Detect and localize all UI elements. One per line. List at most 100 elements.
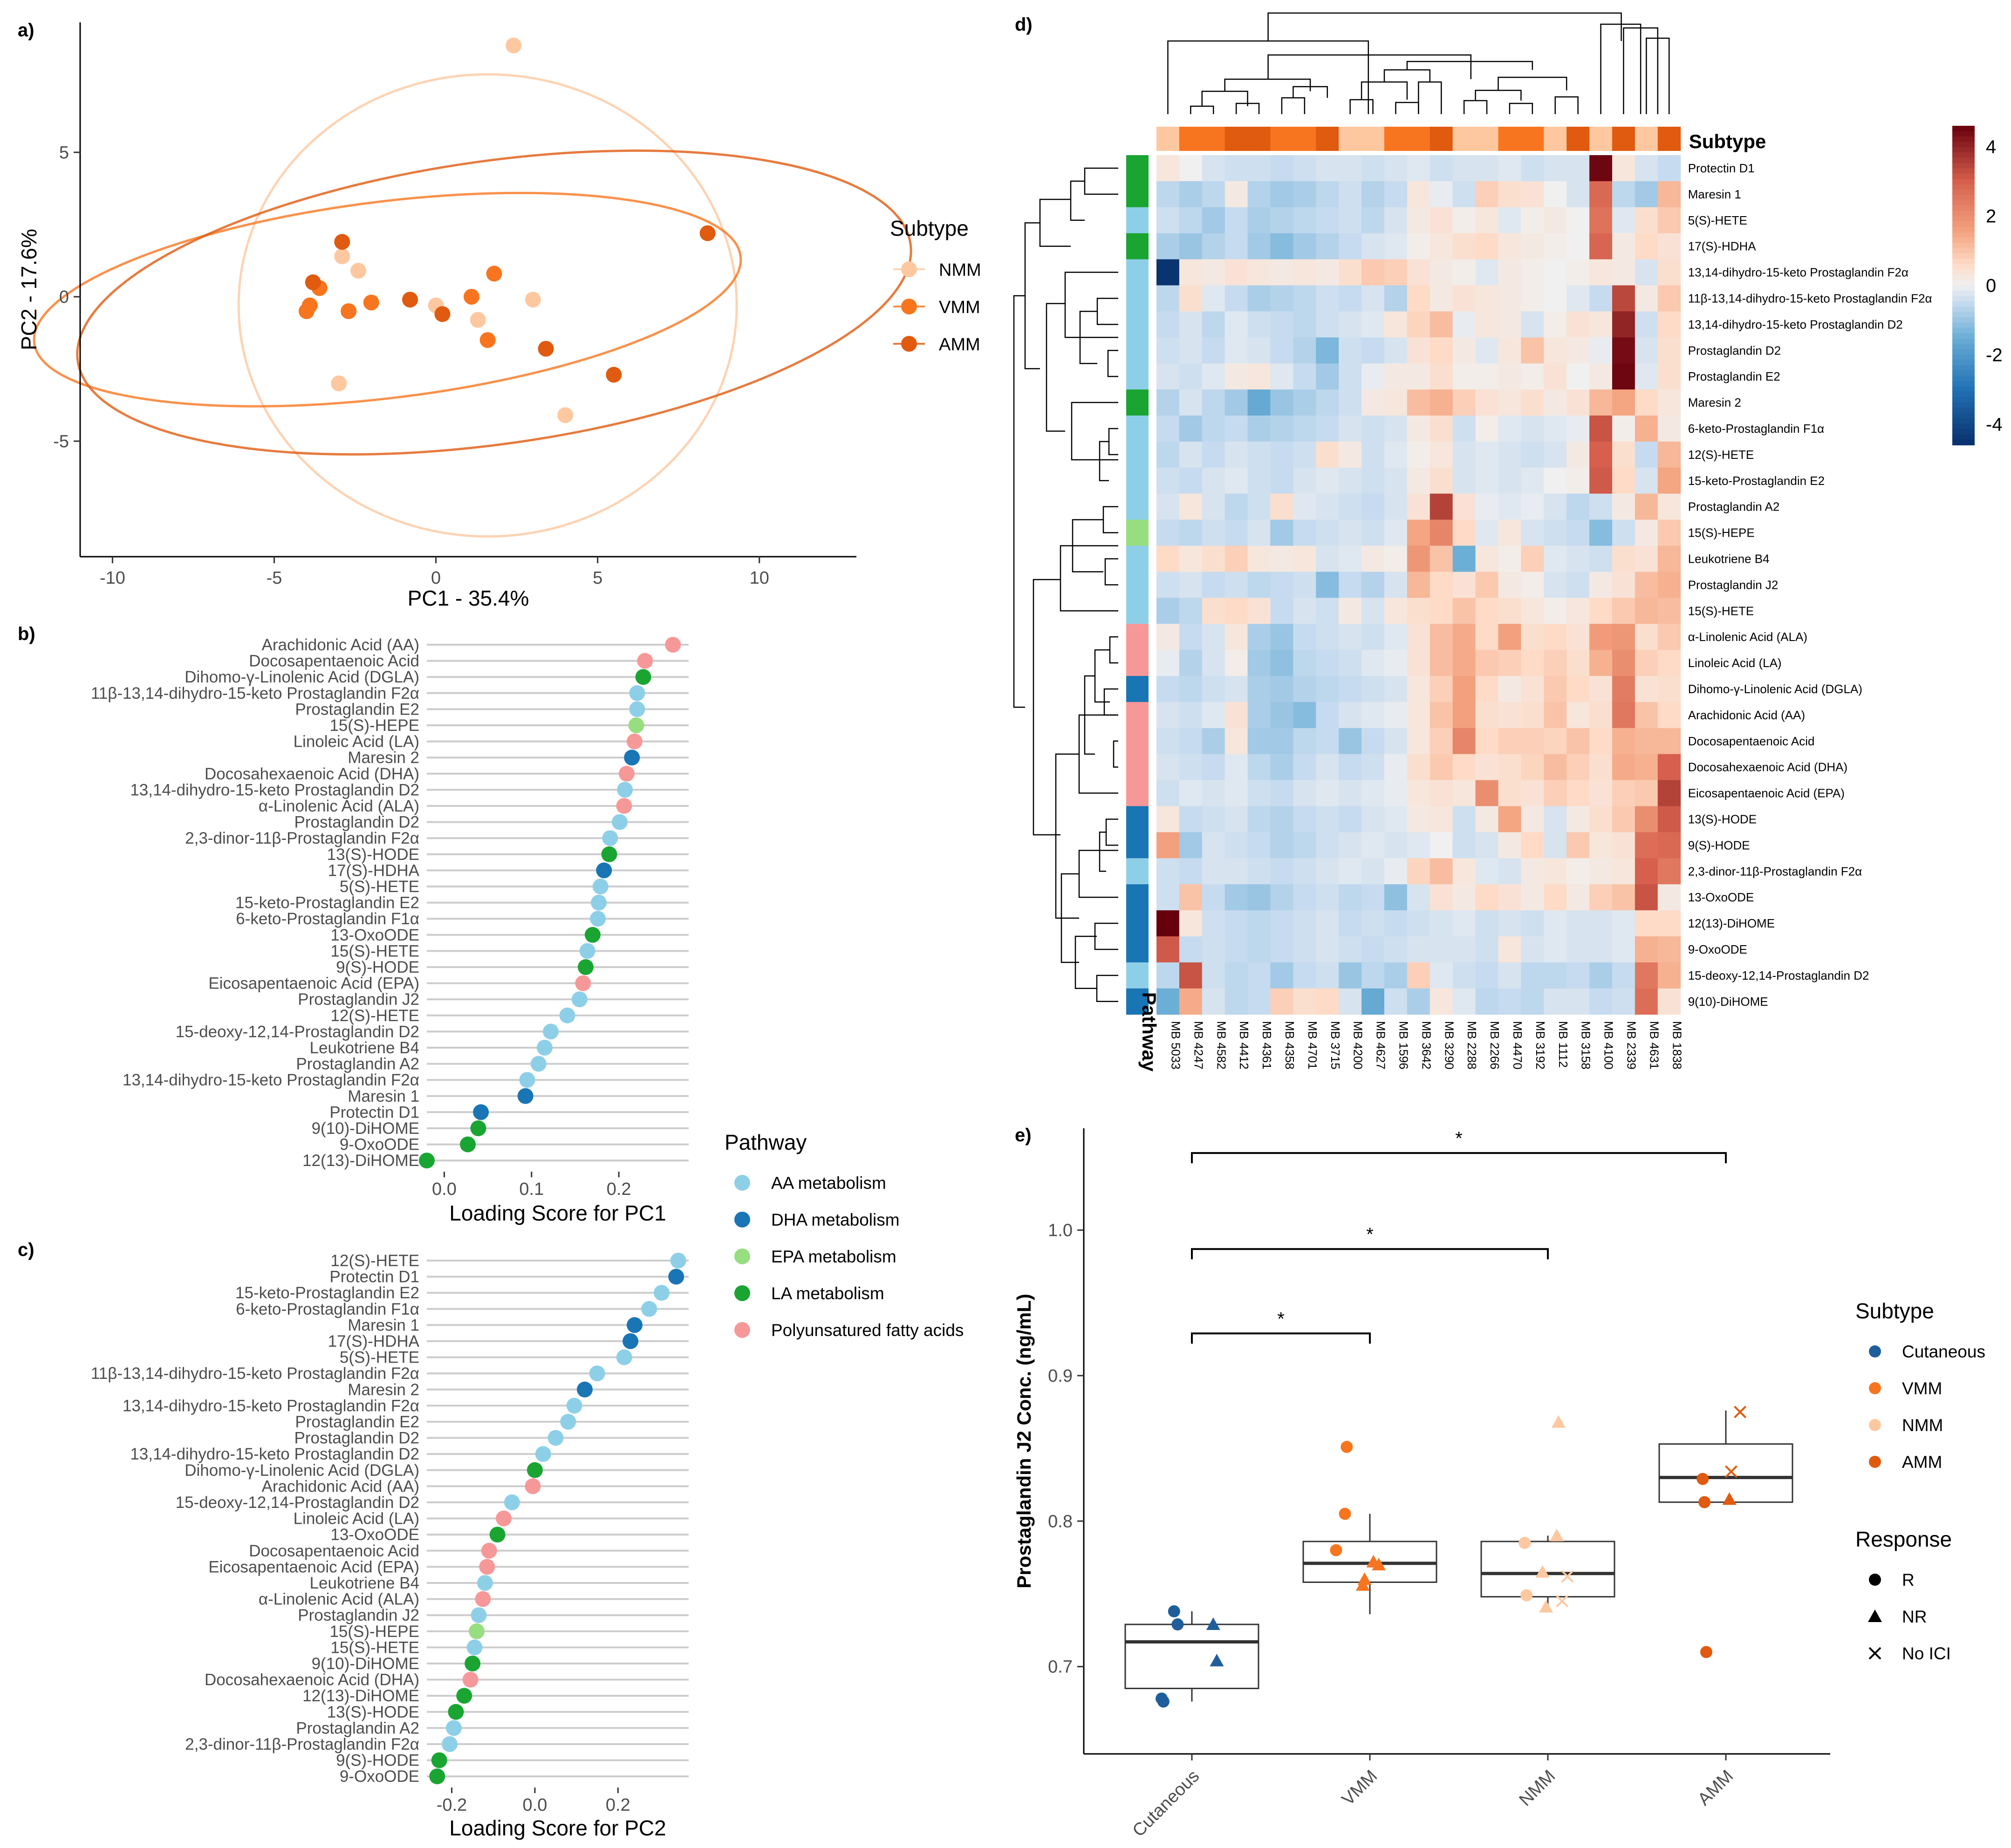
variable-label: 12(S)-HETE <box>330 1007 419 1025</box>
heatmap-cell <box>1224 728 1248 755</box>
row-dendrogram-branch <box>1033 579 1060 836</box>
heatmap-cell <box>1224 285 1248 312</box>
subtype-annotation-cell <box>1635 127 1658 151</box>
heatmap-cell <box>1407 676 1430 702</box>
heatmap-cell <box>1384 285 1408 312</box>
heatmap-cell <box>1224 884 1248 911</box>
heatmap-cell <box>1612 337 1635 364</box>
variable-label: 13,14-dihydro-15-keto Prostaglandin F2α <box>123 1397 419 1415</box>
heatmap-cell <box>1224 311 1248 338</box>
colorbar-segment <box>1952 264 1975 270</box>
heatmap-cell <box>1430 389 1453 416</box>
row-label: 13,14-dihydro-15-keto Prostaglandin F2α <box>1688 266 1908 280</box>
heatmap-cell <box>1612 519 1635 546</box>
heatmap-cell <box>1156 676 1180 702</box>
pathway-annotation-cell <box>1126 416 1149 442</box>
heatmap-cell <box>1589 910 1613 937</box>
variable-label: Linoleic Acid (LA) <box>294 733 419 751</box>
heatmap-cell <box>1635 884 1658 911</box>
column-dendrogram-branch <box>1383 69 1431 82</box>
heatmap-cell <box>1407 988 1430 1015</box>
heatmap-cell <box>1566 806 1590 832</box>
heatmap-cell <box>1566 259 1590 286</box>
column-dendrogram-branch <box>1267 54 1472 79</box>
heatmap-cell <box>1612 546 1635 572</box>
heatmap-cell <box>1384 936 1408 963</box>
y-axis-title: PC2 - 17.6% <box>17 229 41 350</box>
heatmap-cell <box>1657 650 1681 676</box>
heatmap-cell <box>1316 598 1339 624</box>
variable-label: 13-OxoODE <box>330 926 419 944</box>
legend-label: VMM <box>1902 1379 1942 1398</box>
heatmap-cell <box>1566 832 1590 859</box>
row-dendrogram-branch <box>1094 649 1110 703</box>
heatmap-cell <box>1293 910 1316 937</box>
heatmap-cell <box>1247 259 1271 286</box>
loading-point <box>571 991 588 1008</box>
colorbar-segment <box>1952 221 1975 227</box>
point-nmm <box>506 37 522 54</box>
variable-label: 11β-13,14-dihydro-15-keto Prostaglandin … <box>91 684 419 702</box>
colorbar-segment <box>1952 269 1975 275</box>
heatmap-cell <box>1407 650 1430 676</box>
heatmap-cell <box>1202 962 1225 989</box>
heatmap-cell <box>1361 598 1385 624</box>
variable-label: 13-OxoODE <box>330 1526 419 1544</box>
heatmap-cell <box>1612 650 1635 676</box>
variable-label: Leukotriene B4 <box>310 1574 419 1592</box>
heatmap-cell <box>1339 389 1362 416</box>
heatmap-cell <box>1224 416 1248 442</box>
heatmap-cell <box>1339 519 1362 546</box>
heatmap-cell <box>1224 259 1248 286</box>
heatmap-cell <box>1179 572 1203 598</box>
variable-label: Dihomo-γ-Linolenic Acid (DGLA) <box>185 668 419 686</box>
heatmap-cell <box>1202 780 1225 806</box>
heatmap-cell <box>1521 155 1544 182</box>
loading-point <box>456 1688 472 1704</box>
loading-point <box>466 1639 483 1656</box>
heatmap-cell <box>1657 363 1681 390</box>
column-dendrogram-branch <box>1463 100 1488 114</box>
pathway-annotation-cell <box>1126 441 1149 468</box>
pathway-annotation-cell <box>1126 754 1149 781</box>
heatmap-cell <box>1247 416 1271 442</box>
data-point <box>1556 1595 1568 1608</box>
significance-bracket <box>1191 1152 1727 1164</box>
heatmap-cell <box>1635 624 1658 650</box>
variable-label: 9(10)-DiHOME <box>312 1655 419 1673</box>
heatmap-cell <box>1316 259 1339 286</box>
heatmap-cell <box>1156 988 1180 1015</box>
loading-point <box>543 1023 559 1040</box>
heatmap-cell <box>1635 676 1658 702</box>
heatmap-cell <box>1339 676 1362 702</box>
heatmap-cell <box>1635 598 1658 624</box>
heatmap-cell <box>1407 285 1430 312</box>
loading-point <box>530 1056 547 1072</box>
column-label: MB 3192 <box>1533 1021 1547 1070</box>
variable-label: 12(13)-DiHOME <box>302 1152 419 1170</box>
heatmap-cell <box>1339 728 1362 755</box>
heatmap-cell <box>1452 311 1476 338</box>
heatmap-cell <box>1475 467 1498 494</box>
heatmap-cell <box>1179 728 1203 755</box>
heatmap-cell <box>1544 676 1567 702</box>
heatmap-cell <box>1589 780 1613 806</box>
heatmap-cell <box>1293 337 1316 364</box>
loading-point <box>665 637 681 653</box>
heatmap-cell <box>1202 832 1225 859</box>
variable-label: Dihomo-γ-Linolenic Acid (DGLA) <box>185 1461 419 1480</box>
subtype-annotation-cell <box>1339 127 1362 151</box>
heatmap-cell <box>1247 441 1271 468</box>
x-tick-label: -5 <box>267 568 282 588</box>
heatmap-cell <box>1270 754 1293 781</box>
heatmap-cell <box>1566 884 1590 911</box>
row-dendrogram-branch <box>1013 295 1025 708</box>
pathway-annotation-cell <box>1126 598 1149 624</box>
heatmap-cell <box>1247 337 1271 364</box>
heatmap-cell <box>1566 858 1590 885</box>
heatmap-cell <box>1202 337 1225 364</box>
heatmap-cell <box>1521 884 1544 911</box>
colorbar-segment <box>1952 168 1975 174</box>
colorbar-segment <box>1952 179 1975 185</box>
